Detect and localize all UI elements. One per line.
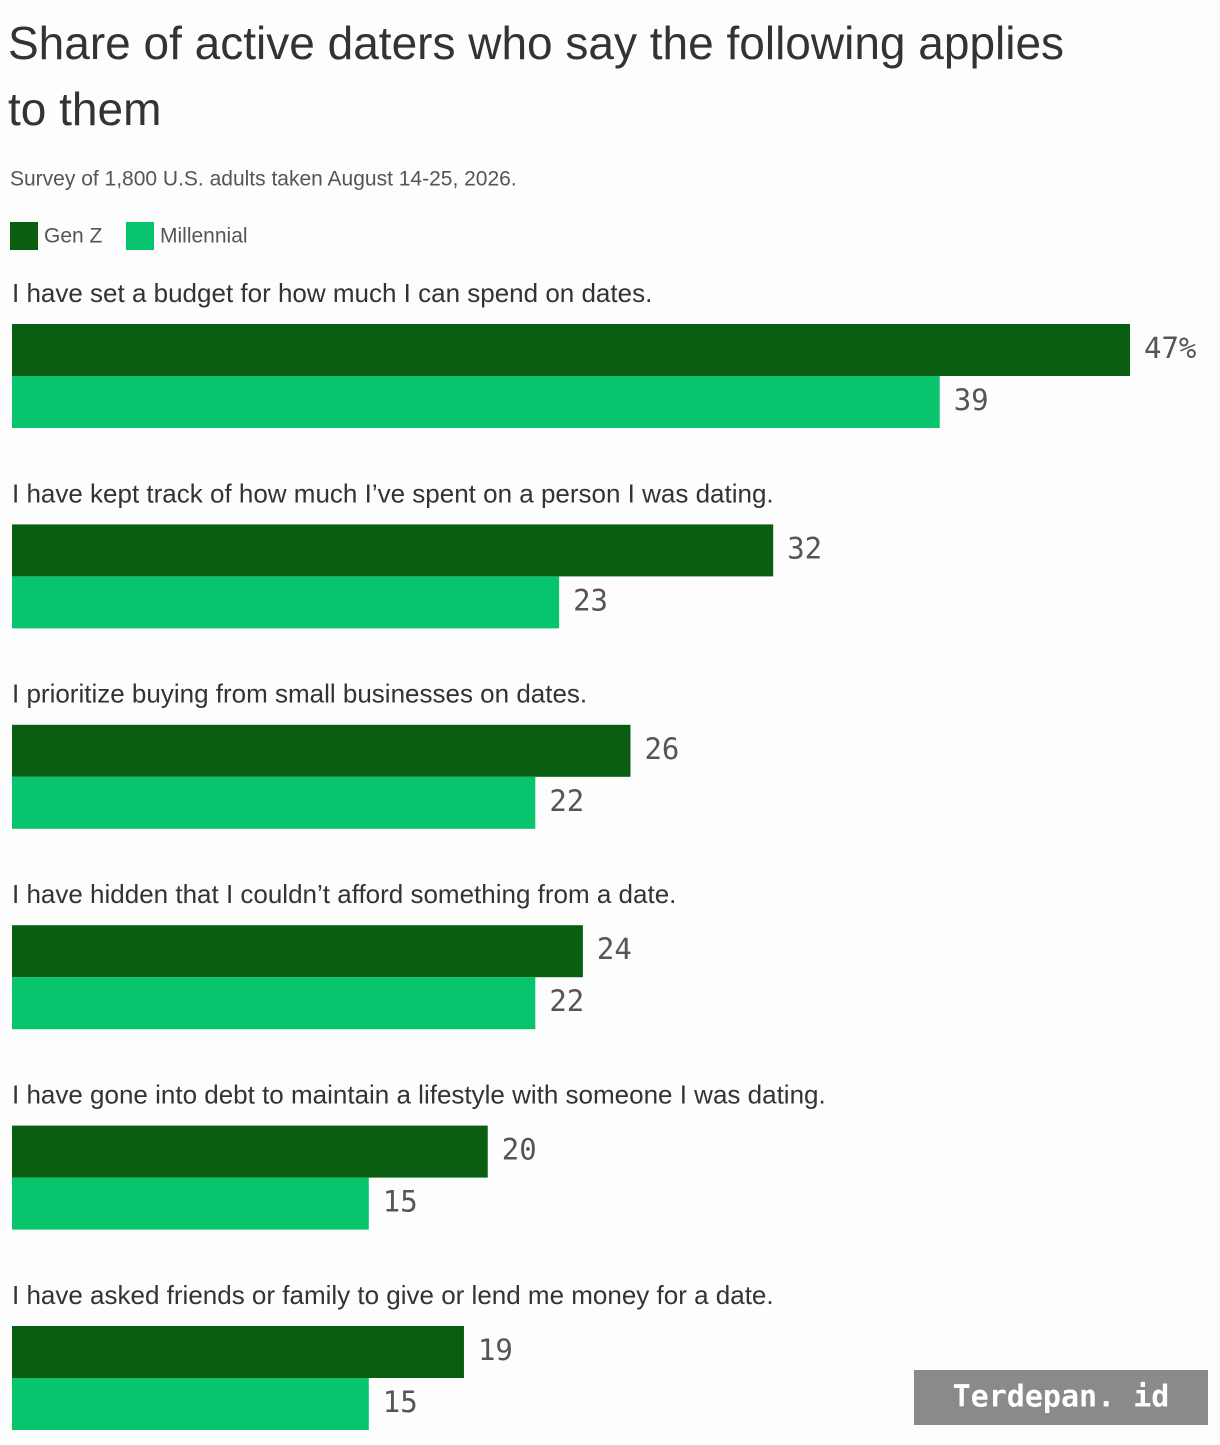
value-label: 32 <box>787 531 822 565</box>
chart-subtitle: Survey of 1,800 U.S. adults taken August… <box>10 168 517 191</box>
bar <box>12 925 583 978</box>
value-label: 22 <box>549 984 584 1018</box>
title-box: Share of active daters who say the follo… <box>8 17 1065 135</box>
value-label: 19 <box>478 1333 513 1367</box>
category-label: I have kept track of how much I’ve spent… <box>12 478 774 508</box>
category-label: I have hidden that I couldn’t afford som… <box>12 879 676 909</box>
legend-label: Gen Z <box>44 225 103 248</box>
bar <box>12 324 1130 376</box>
bar <box>12 776 536 829</box>
bar <box>12 1177 369 1230</box>
value-label: 23 <box>573 583 608 617</box>
category-label: I prioritize buying from small businesse… <box>12 679 587 709</box>
category-label: I have set a budget for how much I can s… <box>12 278 652 308</box>
value-label: 15 <box>383 1385 418 1419</box>
legend-swatch <box>126 222 154 250</box>
value-label: 20 <box>502 1133 537 1167</box>
value-label: 39 <box>954 383 989 417</box>
value-label: 15 <box>383 1185 418 1219</box>
watermark-box <box>914 1370 1208 1425</box>
legend-label: Millennial <box>160 225 248 248</box>
watermark: Terdepan. id <box>953 1380 1170 1415</box>
value-label: 24 <box>597 932 632 966</box>
bar <box>12 977 536 1030</box>
chart-title: Share of active daters who say the follo… <box>8 17 1065 135</box>
plot: I have set a budget for how much I can s… <box>12 278 1196 1430</box>
legend-swatch <box>10 222 38 250</box>
value-label: 22 <box>549 784 584 818</box>
legend: Gen Z Millennial <box>10 222 248 250</box>
bar <box>12 576 560 629</box>
bar <box>12 524 774 577</box>
value-label: 47% <box>1144 331 1196 365</box>
category-label: I have asked friends or family to give o… <box>12 1280 774 1310</box>
bar <box>12 1326 464 1378</box>
value-label: 26 <box>644 732 679 766</box>
bar <box>12 1378 369 1430</box>
bar <box>12 724 631 777</box>
category-label: I have gone into debt to maintain a life… <box>12 1079 826 1109</box>
bar <box>12 1125 488 1178</box>
bar <box>12 376 940 428</box>
